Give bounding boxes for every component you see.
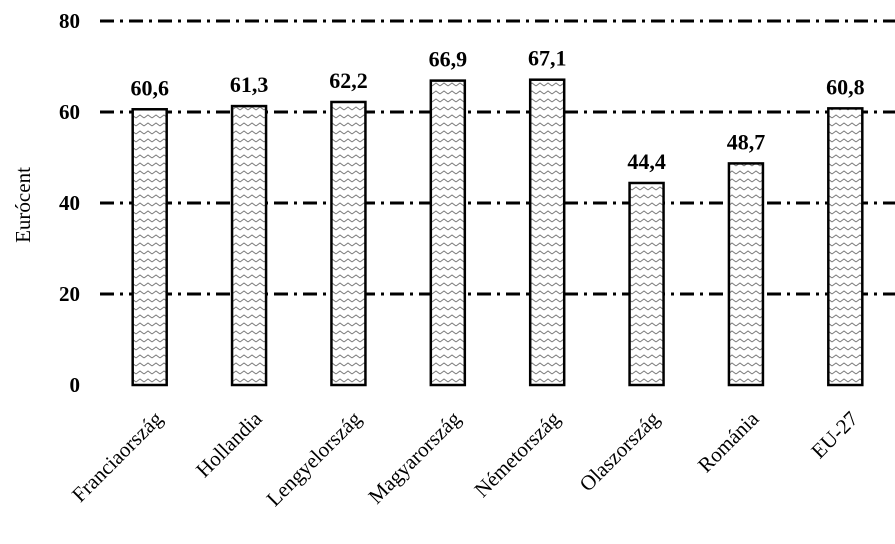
bar-0 — [131, 108, 168, 387]
data-labels: 60,6 61,3 62,2 66,9 67,1 44,4 48,7 60,8 — [130, 46, 864, 174]
category-label-5: Olaszország — [575, 406, 665, 496]
bar-3 — [429, 79, 467, 387]
y-tick-label-0: 0 — [70, 373, 81, 397]
data-label-3: 66,9 — [429, 47, 468, 72]
y-tick-label-1: 20 — [59, 282, 80, 306]
data-label-6: 48,7 — [727, 129, 766, 154]
category-labels: Franciaország HollandiaLengyelországMagya… — [67, 406, 863, 511]
category-label-7: EU-27 — [806, 407, 863, 464]
category-label-3: Magyarország — [363, 406, 465, 508]
data-label-1: 61,3 — [230, 72, 269, 97]
y-tick-label-2: 40 — [59, 191, 80, 215]
data-label-2: 62,2 — [329, 68, 368, 93]
bar-7 — [827, 107, 864, 387]
category-label-0: Franciaország — [67, 406, 168, 507]
bar-1 — [230, 104, 268, 387]
bar-6 — [727, 162, 765, 387]
bar-4 — [528, 78, 566, 387]
y-axis-title: Eurócent — [11, 167, 35, 243]
bar-2 — [330, 100, 367, 387]
bar-5 — [628, 181, 665, 387]
category-label-2: Lengyelország — [262, 406, 367, 511]
category-label-6: Románia — [693, 406, 764, 477]
y-tick-label-3: 60 — [59, 100, 80, 124]
gridlines — [100, 19, 895, 296]
category-label-1: Hollandia — [191, 406, 267, 482]
data-label-5: 44,4 — [627, 149, 666, 174]
bars — [131, 78, 864, 387]
data-label-0: 60,6 — [130, 75, 169, 100]
data-label-7: 60,8 — [826, 74, 865, 99]
data-label-4: 67,1 — [528, 46, 567, 71]
y-tick-label-4: 80 — [59, 9, 80, 33]
y-axis-ticks: 0 20 40 60 80 — [59, 9, 80, 397]
category-label-4: Németország — [469, 406, 565, 502]
